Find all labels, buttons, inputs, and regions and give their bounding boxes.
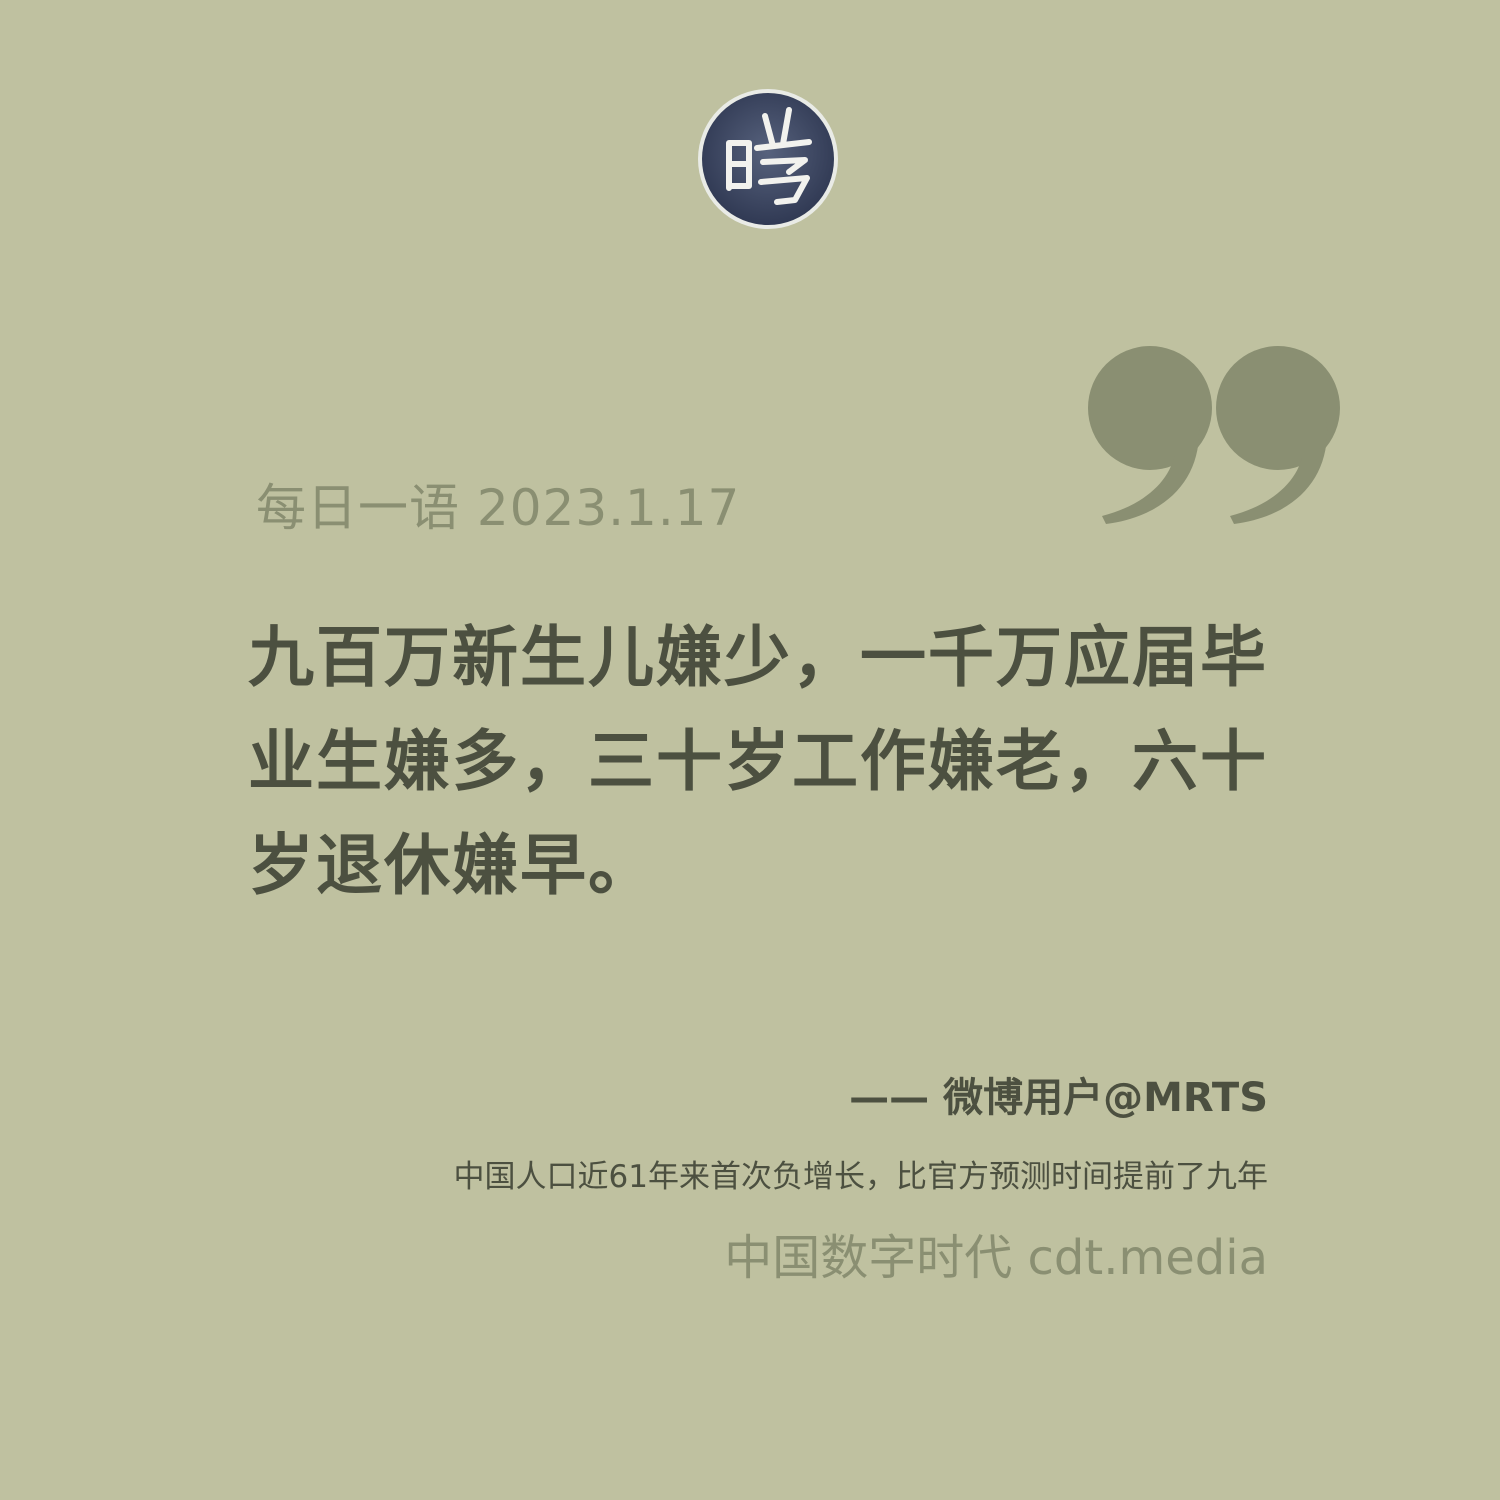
- seal-logo-icon: [697, 88, 839, 230]
- closing-quote-icon: [1088, 346, 1340, 526]
- brand-footer: 中国数字时代 cdt.media: [724, 1230, 1268, 1286]
- date-label: 每日一语 2023.1.17: [256, 479, 741, 537]
- caption: 中国人口近61年来首次负增长，比官方预测时间提前了九年: [453, 1159, 1268, 1195]
- quote-text: 九百万新生儿嫌少，一千万应届毕业生嫌多，三十岁工作嫌老，六十岁退休嫌早。: [248, 618, 1268, 904]
- attribution: —— 微博用户@MRTS: [849, 1075, 1268, 1121]
